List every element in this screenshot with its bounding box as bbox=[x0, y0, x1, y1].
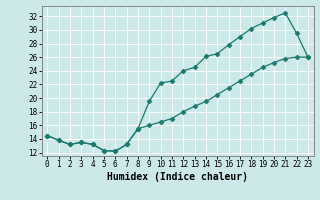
X-axis label: Humidex (Indice chaleur): Humidex (Indice chaleur) bbox=[107, 172, 248, 182]
